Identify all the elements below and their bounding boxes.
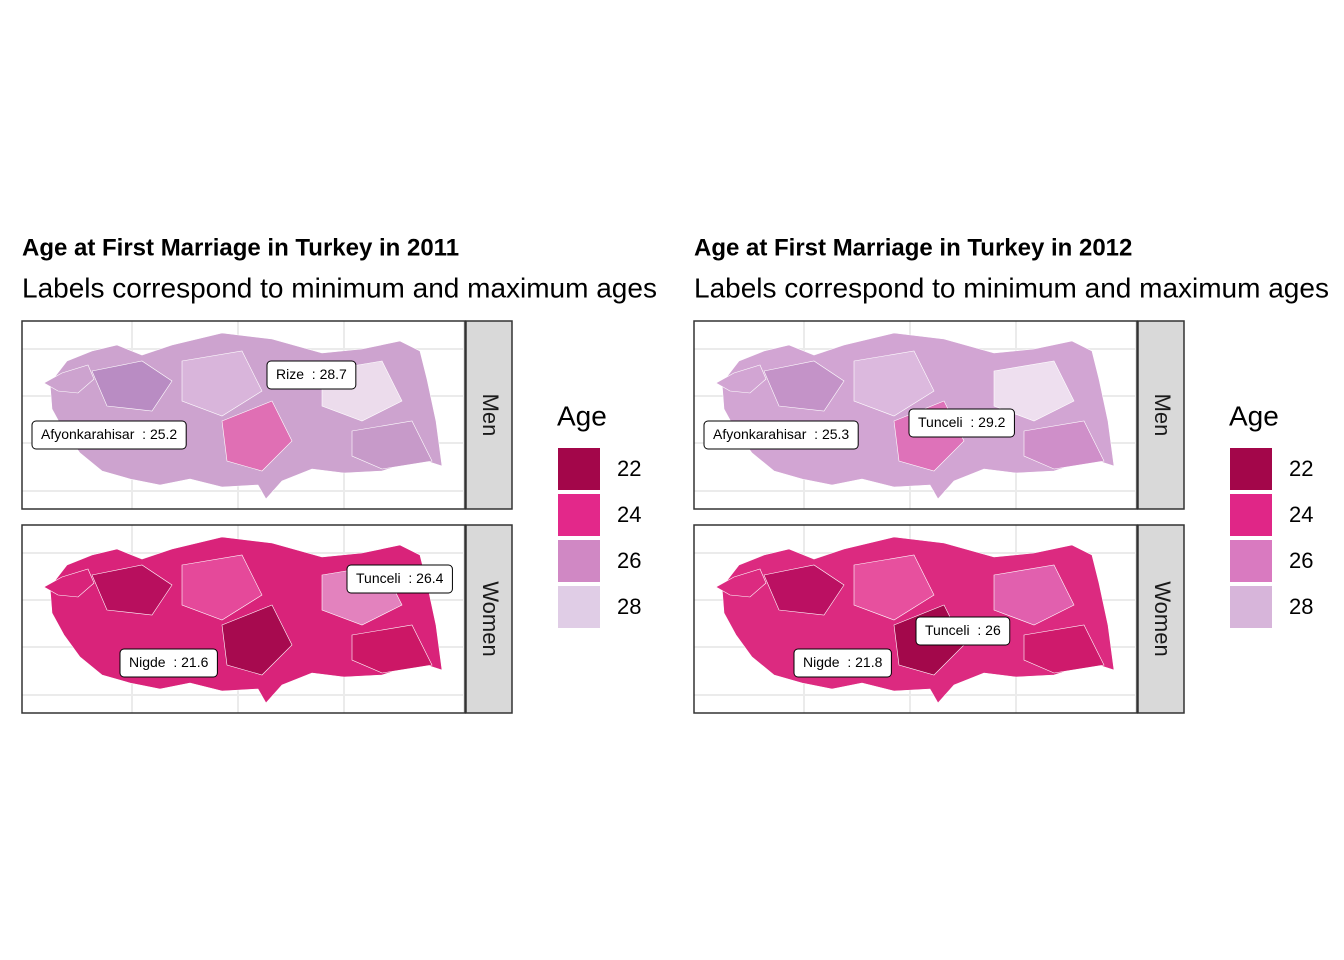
subtitle: Labels correspond to minimum and maximum… — [22, 272, 657, 303]
legend-label: 28 — [617, 594, 641, 619]
label-box — [266, 360, 357, 390]
legend-key — [558, 494, 600, 536]
panel: Age at First Marriage in Turkey in 2011 L… — [21, 234, 657, 714]
label-box — [908, 408, 1015, 438]
province-area — [351, 624, 433, 674]
province-area — [1023, 624, 1105, 674]
province-label: Nigde : 21.6 — [129, 654, 209, 670]
province-label: Nigde : 21.8 — [803, 654, 883, 670]
province-area — [43, 364, 95, 394]
province-area — [181, 350, 263, 417]
province-area — [43, 568, 95, 598]
province-label: Afyonkarahisar : 25.2 — [41, 426, 177, 442]
legend-key — [1230, 494, 1272, 536]
legend-label: 24 — [1289, 502, 1313, 527]
province-label: Tunceli : 26 — [925, 622, 1001, 638]
province-area — [853, 554, 935, 621]
province-label: Rize : 28.7 — [276, 366, 347, 382]
label-box — [915, 616, 1011, 646]
panel-border — [693, 320, 1138, 510]
province-area — [91, 360, 173, 412]
legend-title: Age — [1229, 400, 1279, 431]
province-area — [763, 564, 845, 616]
province-label: Tunceli : 26.4 — [356, 570, 444, 586]
strip — [465, 320, 513, 510]
province-area — [715, 568, 767, 598]
province-area — [181, 554, 263, 621]
province-area — [993, 564, 1075, 626]
legend-label: 28 — [1289, 594, 1313, 619]
title: Age at First Marriage in Turkey in 2012 — [694, 234, 1132, 261]
province-label: Afyonkarahisar : 25.3 — [713, 426, 849, 442]
legend-key — [1230, 448, 1272, 490]
legend-title: Age — [557, 400, 607, 431]
strip — [1137, 320, 1185, 510]
legend-key — [558, 448, 600, 490]
strip-label: Women — [478, 581, 503, 656]
legend-key — [558, 540, 600, 582]
strip-label: Men — [478, 394, 503, 437]
province-area — [715, 364, 767, 394]
label-box — [119, 648, 218, 678]
legend-label: 26 — [617, 548, 641, 573]
panel-border — [693, 524, 1138, 714]
panel-border — [21, 320, 466, 510]
facet: Women Tunceli : 26 Nigde : 21.8 — [693, 524, 1185, 714]
facet: Men Afyonkarahisar : 25.2 Rize : 28.7 — [21, 320, 513, 510]
panel: Age at First Marriage in Turkey in 2012 L… — [693, 234, 1329, 714]
legend-key — [1230, 586, 1272, 628]
panel-border — [21, 524, 466, 714]
legend-label: 22 — [617, 456, 641, 481]
subtitle: Labels correspond to minimum and maximum… — [694, 272, 1329, 303]
legend-label: 24 — [617, 502, 641, 527]
strip — [1137, 524, 1185, 714]
province-area — [763, 360, 845, 412]
facet: Men Afyonkarahisar : 25.3 Tunceli : 29.2 — [693, 320, 1185, 510]
label-box — [703, 420, 859, 450]
label-box — [31, 420, 187, 450]
label-box — [346, 564, 453, 594]
label-box — [793, 648, 892, 678]
facet: Women Tunceli : 26.4 Nigde : 21.6 — [21, 524, 513, 714]
province-area — [993, 360, 1075, 422]
province-area — [91, 564, 173, 616]
province-area — [221, 604, 293, 676]
legend-key — [1230, 540, 1272, 582]
province-label: Tunceli : 29.2 — [918, 414, 1006, 430]
legend-label: 22 — [1289, 456, 1313, 481]
province-area — [853, 350, 935, 417]
legend-key — [558, 586, 600, 628]
province-area — [351, 420, 433, 470]
strip-label: Women — [1150, 581, 1175, 656]
strip — [465, 524, 513, 714]
province-area — [221, 400, 293, 472]
strip-label: Men — [1150, 394, 1175, 437]
legend-label: 26 — [1289, 548, 1313, 573]
title: Age at First Marriage in Turkey in 2011 — [22, 234, 459, 261]
province-area — [1023, 420, 1105, 470]
